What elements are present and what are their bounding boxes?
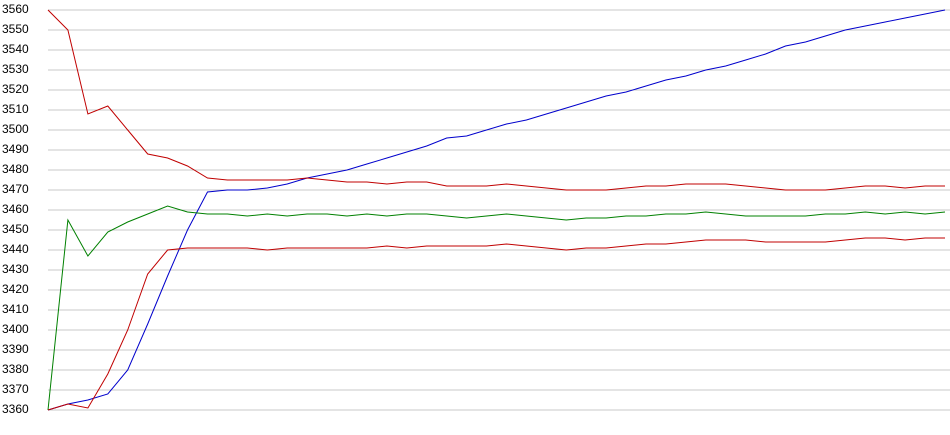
y-tick-label: 3470 [2,182,29,196]
series-line [47,9,945,191]
y-tick-label: 3560 [2,2,29,16]
y-tick-label: 3540 [2,42,29,56]
y-tick-label: 3550 [2,22,29,36]
y-tick-label: 3480 [2,162,29,176]
y-tick-label: 3410 [2,302,29,316]
series-line [47,205,946,411]
y-tick-label: 3450 [2,222,29,236]
y-tick-label: 3490 [2,142,29,156]
y-tick-label: 3440 [2,242,29,256]
series-line [47,237,945,411]
y-tick-label: 3520 [2,82,29,96]
y-tick-label: 3420 [2,282,29,296]
y-tick-label: 3500 [2,122,29,136]
y-tick-label: 3400 [2,322,29,336]
y-tick-label: 3390 [2,342,29,356]
series-line [47,9,946,411]
y-tick-label: 3430 [2,262,29,276]
y-tick-label: 3510 [2,102,29,116]
y-tick-label: 3460 [2,202,29,216]
y-tick-label: 3530 [2,62,29,76]
y-tick-label: 3360 [2,402,29,416]
y-tick-label: 3380 [2,362,29,376]
y-tick-label: 3370 [2,382,29,396]
